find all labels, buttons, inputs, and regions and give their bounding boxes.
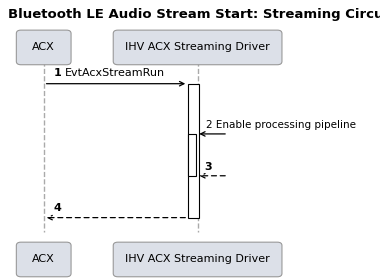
Text: 2 Enable processing pipeline: 2 Enable processing pipeline bbox=[206, 120, 356, 130]
FancyBboxPatch shape bbox=[113, 30, 282, 65]
FancyBboxPatch shape bbox=[113, 242, 282, 277]
FancyBboxPatch shape bbox=[16, 242, 71, 277]
Text: IHV ACX Streaming Driver: IHV ACX Streaming Driver bbox=[125, 42, 270, 52]
Text: 4: 4 bbox=[53, 203, 61, 213]
Bar bbox=[188, 84, 199, 218]
Text: ACX: ACX bbox=[32, 254, 55, 264]
Text: 1: 1 bbox=[53, 68, 61, 78]
Text: EvtAcxStreamRun: EvtAcxStreamRun bbox=[65, 68, 165, 78]
Text: ACX: ACX bbox=[32, 42, 55, 52]
Text: 3: 3 bbox=[204, 162, 212, 172]
Bar bbox=[188, 134, 196, 176]
Text: IHV ACX Streaming Driver: IHV ACX Streaming Driver bbox=[125, 254, 270, 264]
Text: Bluetooth LE Audio Stream Start: Streaming Circuit: Bluetooth LE Audio Stream Start: Streami… bbox=[8, 8, 380, 21]
FancyBboxPatch shape bbox=[16, 30, 71, 65]
